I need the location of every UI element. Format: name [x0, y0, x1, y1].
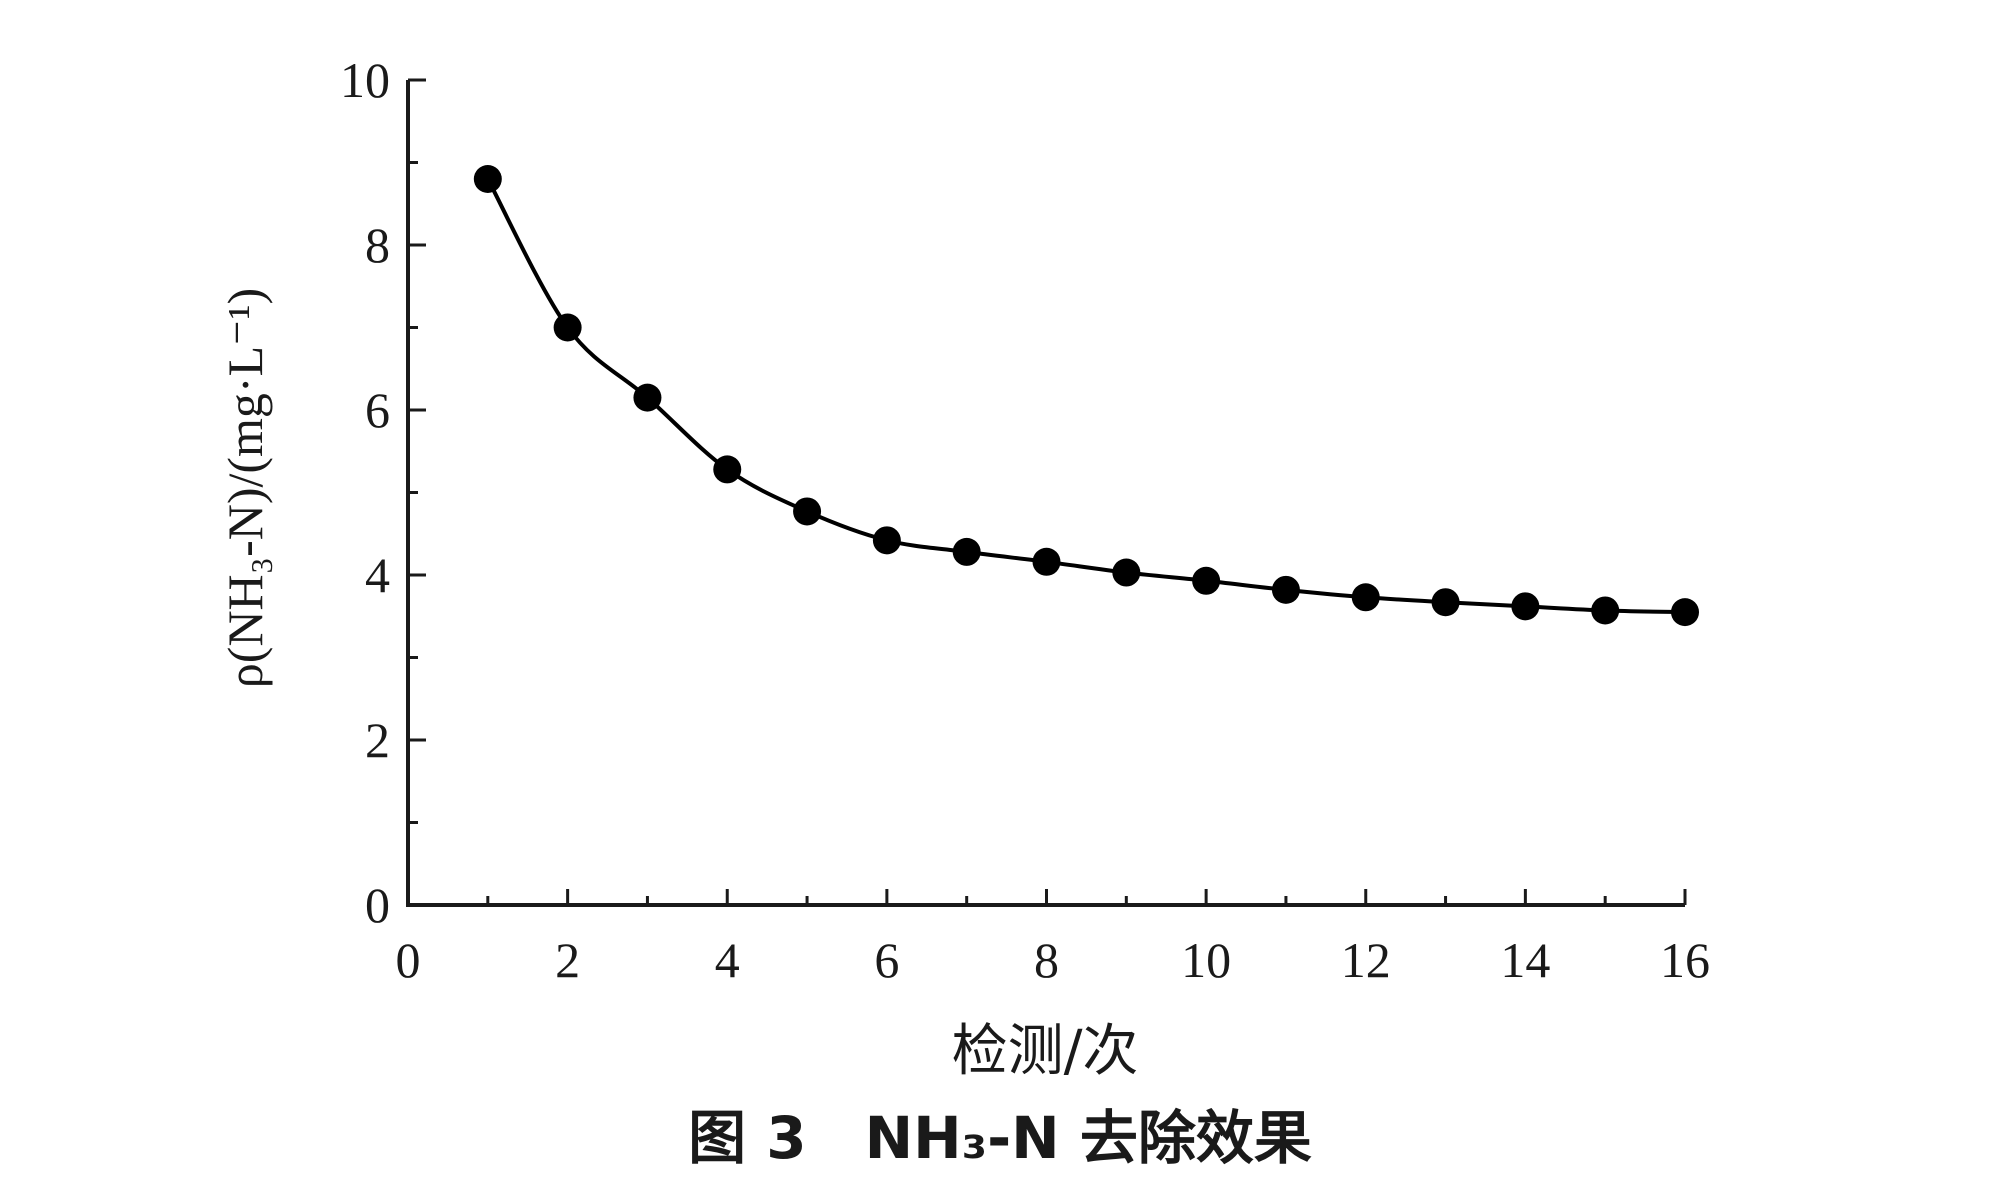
- data-point: [1271, 575, 1300, 604]
- data-point: [1671, 598, 1699, 627]
- x-tick-label: 6: [874, 932, 899, 988]
- x-axis-label: 检测/次: [952, 1019, 1139, 1084]
- data-point: [1192, 566, 1221, 595]
- data-point: [473, 165, 502, 193]
- data-point: [952, 537, 981, 566]
- x-tick-label: 4: [715, 932, 740, 988]
- data-point: [1351, 583, 1380, 612]
- y-tick-label: 6: [365, 382, 390, 438]
- x-tick-label: 12: [1341, 932, 1391, 988]
- x-tick-label: 0: [396, 932, 421, 988]
- x-ticks: 0 2 4 6 8 10 12 14 16: [396, 889, 1710, 988]
- x-tick-label: 2: [555, 932, 580, 988]
- y-tick-label: 10: [340, 52, 390, 108]
- data-point: [1431, 588, 1460, 617]
- data-point: [553, 313, 582, 342]
- x-tick-label: 10: [1181, 932, 1231, 988]
- data-point: [793, 497, 822, 526]
- x-tick-label: 16: [1660, 932, 1710, 988]
- series-line: [486, 178, 1686, 615]
- y-tick-label: 2: [365, 712, 390, 768]
- figure-caption: 图 3 NH₃-N 去除效果: [688, 1104, 1312, 1172]
- data-point: [1591, 596, 1620, 625]
- y-ticks: 0 2 4 6 8 10: [340, 52, 426, 933]
- plot-area: 0 2 4 6 8 10 12 14 16 0 2 4 6 8 10: [340, 52, 1710, 988]
- series-markers: [473, 165, 1699, 627]
- y-tick-label: 4: [365, 547, 390, 603]
- y-tick-label: 8: [365, 217, 390, 273]
- data-point: [713, 455, 742, 484]
- data-point: [1032, 547, 1061, 576]
- data-point: [872, 526, 901, 555]
- x-tick-label: 8: [1034, 932, 1059, 988]
- axes-frame: [406, 80, 1685, 907]
- x-tick-label: 14: [1500, 932, 1550, 988]
- data-point: [1511, 592, 1540, 621]
- y-axis-label: ρ(NH₃-N)/(mg·L⁻¹): [217, 288, 273, 688]
- y-tick-label: 0: [365, 877, 390, 933]
- data-point: [633, 383, 662, 412]
- data-point: [1112, 558, 1141, 587]
